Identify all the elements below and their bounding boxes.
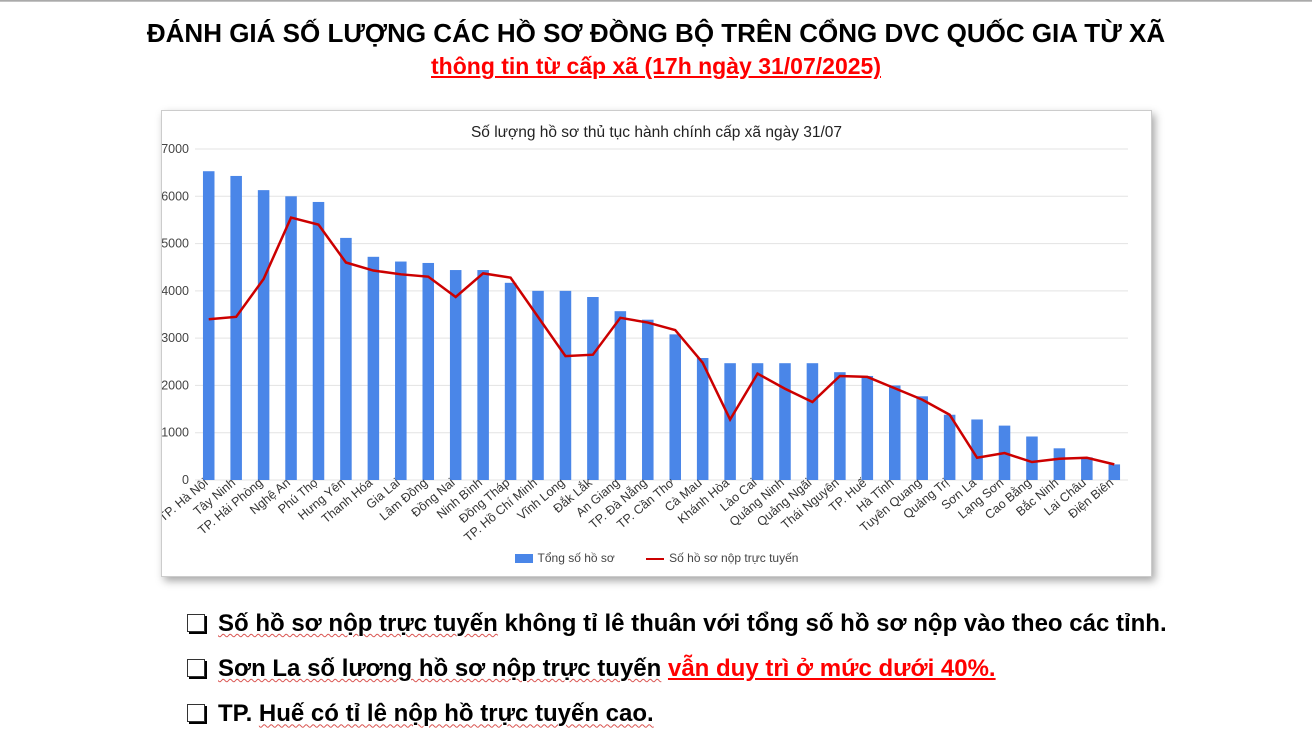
svg-text:4000: 4000 [162, 284, 189, 298]
svg-text:5000: 5000 [162, 237, 189, 251]
svg-text:3000: 3000 [162, 331, 189, 345]
svg-text:6000: 6000 [162, 189, 189, 203]
svg-text:0: 0 [182, 473, 189, 487]
svg-text:7000: 7000 [162, 142, 189, 156]
svg-text:1000: 1000 [162, 426, 189, 440]
svg-text:2000: 2000 [162, 378, 189, 392]
